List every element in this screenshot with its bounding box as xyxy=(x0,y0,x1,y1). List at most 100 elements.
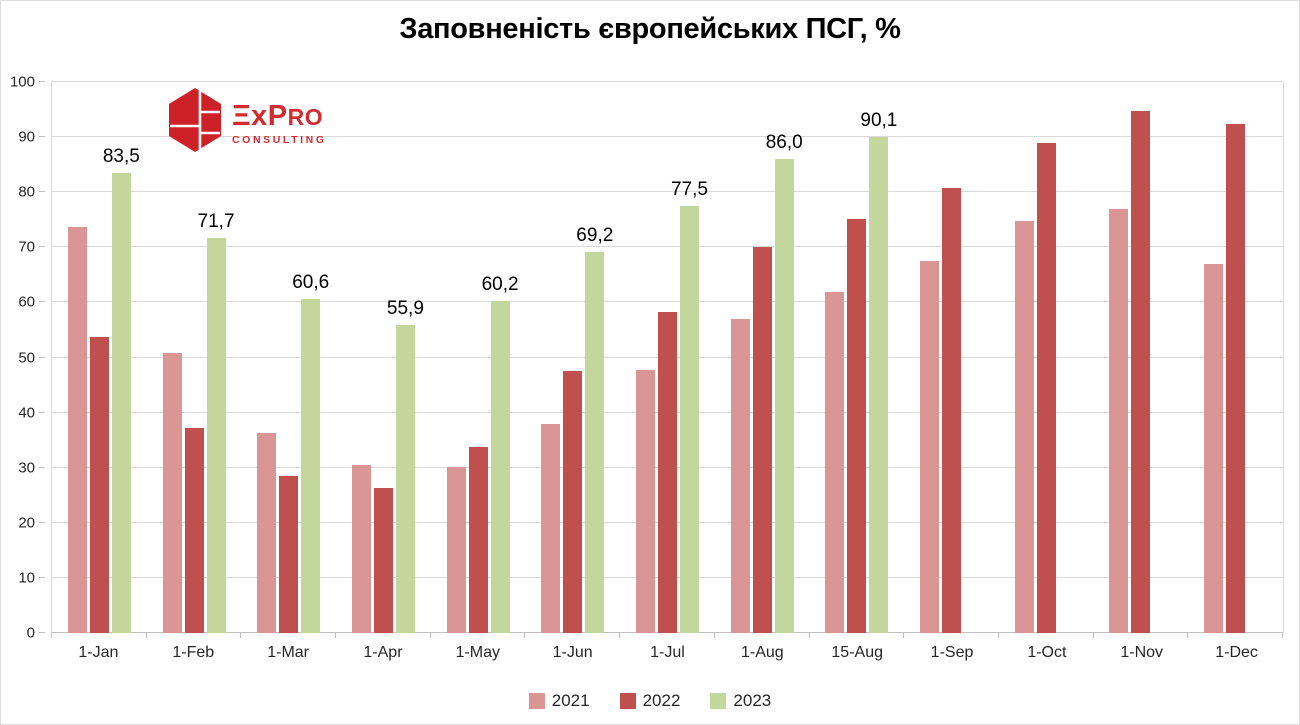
value-label-2023-1-Aug: 86,0 xyxy=(765,132,803,154)
value-label-2023-1-Mar: 60,6 xyxy=(292,272,330,294)
bar-group-1-Apr: 55,9 xyxy=(336,82,431,633)
y-axis: 0 10 20 30 40 50 60 70 80 90 100 xyxy=(1,74,45,642)
x-label-1-Apr: 1-Apr xyxy=(363,644,403,661)
bar-group-1-Sep xyxy=(904,82,999,633)
y-tick-mark-30 xyxy=(39,466,45,468)
y-tick-label-100: 100 xyxy=(9,73,35,91)
y-tick-mark-10 xyxy=(39,576,45,578)
value-label-2023-1-May: 60,2 xyxy=(481,274,519,296)
y-tick-label-0: 0 xyxy=(26,624,35,642)
y-tick-label-10: 10 xyxy=(18,569,35,587)
chart-title: Заповненість європейських ПСГ, % xyxy=(399,13,901,45)
bar-2022-1-Jan xyxy=(89,337,109,633)
y-tick-label-60: 60 xyxy=(18,293,35,311)
y-tick-mark-0 xyxy=(39,632,45,633)
value-label-2023-1-Jun: 69,2 xyxy=(576,224,614,246)
plot-area: 83,5 71,7 60,6 55,9 60,2 69,2 77,5 86,0 90,1 xyxy=(51,81,1284,638)
x-tick-1 xyxy=(145,633,147,638)
x-tick-9 xyxy=(903,633,905,638)
bar-group-1-Mar: 60,6 xyxy=(241,82,336,633)
gridline-80 xyxy=(52,191,1283,193)
y-tick-mark-100 xyxy=(39,81,45,82)
bar-2021-1-Nov xyxy=(1109,209,1129,633)
y-tick-label-20: 20 xyxy=(18,514,35,532)
bar-2022-1-Mar xyxy=(279,475,299,633)
y-tick-mark-60 xyxy=(39,301,45,303)
bar-2022-1-Dec xyxy=(1226,124,1246,633)
bar-group-1-Jul: 77,5 xyxy=(620,82,715,633)
x-axis: 1-Jan 1-Feb 1-Mar 1-Apr 1-May 1-Jun 1-Jul 1-Aug… xyxy=(51,644,1284,668)
gridline-60 xyxy=(52,301,1283,303)
y-tick-mark-80 xyxy=(39,191,45,193)
bar-2022-1-Aug xyxy=(752,246,772,633)
x-label-1-Jun: 1-Jun xyxy=(552,644,593,661)
expro-hexagon-icon xyxy=(169,88,221,152)
x-label-1-Nov: 1-Nov xyxy=(1120,644,1164,661)
expro-logo: ΞxPRO CONSULTING xyxy=(169,88,327,152)
x-tick-11 xyxy=(1092,633,1094,638)
expro-logo-text: ΞxPRO CONSULTING xyxy=(232,100,327,147)
bar-2022-1-Nov xyxy=(1131,110,1151,633)
bar-2023-1-Feb: 71,7 xyxy=(198,211,235,633)
bar-group-1-Nov xyxy=(1094,82,1189,633)
bar-2021-1-Dec xyxy=(1204,263,1224,633)
bar-2021-1-Mar xyxy=(257,433,277,633)
y-tick-label-90: 90 xyxy=(18,128,35,146)
legend-label-2021: 2021 xyxy=(551,691,590,710)
value-label-2023-1-Jul: 77,5 xyxy=(670,178,708,200)
x-label-1-Aug: 1-Aug xyxy=(740,644,784,661)
bar-2021-1-Jun xyxy=(541,424,561,633)
value-label-2023-1-Jan: 83,5 xyxy=(102,145,140,167)
bar-2022-1-Sep xyxy=(942,188,962,633)
bar-2022-1-Feb xyxy=(184,428,204,633)
bar-group-1-Oct xyxy=(999,82,1094,633)
bar-group-1-Jun: 69,2 xyxy=(525,82,620,633)
bar-group-1-May: 60,2 xyxy=(431,82,526,633)
x-label-1-Jul: 1-Jul xyxy=(650,644,685,661)
bar-2023-1-May: 60,2 xyxy=(482,274,519,633)
bar-2023-1-Apr: 55,9 xyxy=(387,298,424,633)
x-tick-0 xyxy=(51,633,52,638)
y-tick-label-70: 70 xyxy=(18,238,35,256)
y-tick-label-30: 30 xyxy=(18,459,35,477)
x-tick-5 xyxy=(524,633,526,638)
bar-2021-1-Jul xyxy=(635,370,655,633)
x-tick-8 xyxy=(808,633,810,638)
x-label-1-Sep: 1-Sep xyxy=(930,644,974,661)
legend-item-2022: 2022 xyxy=(619,691,681,711)
bar-group-1-Aug: 86,0 xyxy=(715,82,810,633)
x-label-1-Dec: 1-Dec xyxy=(1215,644,1258,661)
gridline-90 xyxy=(52,136,1283,138)
bar-2022-1-Apr xyxy=(373,487,393,633)
legend-label-2022: 2022 xyxy=(642,691,681,710)
y-tick-mark-40 xyxy=(39,411,45,413)
bar-group-1-Dec xyxy=(1188,82,1283,633)
x-label-1-May: 1-May xyxy=(455,644,501,661)
legend-swatch-2021 xyxy=(528,693,545,709)
bar-2021-1-May xyxy=(446,467,466,633)
value-label-2023-1-Apr: 55,9 xyxy=(386,298,424,319)
bar-2022-15-Aug xyxy=(847,219,867,633)
x-tick-2 xyxy=(240,633,242,638)
value-label-2023-15-Aug: 90,1 xyxy=(860,109,898,131)
x-label-1-Mar: 1-Mar xyxy=(267,644,309,661)
legend-label-2023: 2023 xyxy=(733,691,772,710)
y-tick-label-80: 80 xyxy=(18,183,35,201)
bar-2022-1-Jun xyxy=(563,371,583,633)
expro-brand: ΞxPRO xyxy=(232,100,324,132)
legend-swatch-2023 xyxy=(710,693,727,709)
y-tick-mark-90 xyxy=(39,136,45,138)
bar-2023-1-Jul: 77,5 xyxy=(671,179,708,633)
bar-2021-1-Feb xyxy=(162,353,182,633)
expro-subtitle: CONSULTING xyxy=(232,134,327,146)
x-label-1-Oct: 1-Oct xyxy=(1027,644,1067,661)
x-tick-7 xyxy=(713,633,715,638)
x-label-15-Aug: 15-Aug xyxy=(831,644,883,661)
bar-2022-1-May xyxy=(468,447,488,633)
bar-2021-15-Aug xyxy=(825,292,845,633)
y-tick-mark-20 xyxy=(39,521,45,523)
bar-2023-1-Jan: 83,5 xyxy=(103,146,140,633)
x-tick-6 xyxy=(619,633,621,638)
bar-2021-1-Apr xyxy=(351,464,371,633)
bar-2023-1-Jun: 69,2 xyxy=(576,225,613,633)
